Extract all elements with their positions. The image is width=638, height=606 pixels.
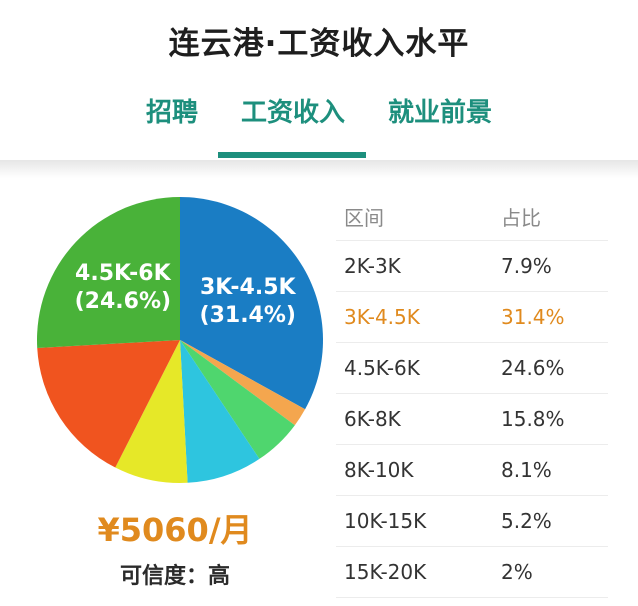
pie-slice-10k-15k	[180, 340, 295, 459]
header-shadow	[0, 160, 638, 178]
table-row: 2K-3K 7.9%	[336, 241, 608, 292]
table-row: 6K-8K 15.8%	[336, 394, 608, 445]
tab-bar: 招聘 工资收入 就业前景	[0, 92, 638, 160]
share-cell: 2%	[501, 560, 533, 584]
table-row-highlighted: 3K-4.5K 31.4%	[336, 292, 608, 343]
header-range: 区间	[344, 206, 384, 230]
range-cell: 10K-15K	[344, 509, 427, 533]
tab-salary[interactable]: 工资收入	[240, 98, 345, 128]
confidence-label: 可信度：高	[119, 564, 230, 589]
active-tab-indicator	[218, 152, 366, 158]
average-salary: ¥5060/月	[97, 511, 253, 549]
pie-slice-label: 4.5K-6K	[75, 261, 172, 286]
table-row: 8K-10K 8.1%	[336, 445, 608, 496]
pie-slice-percent: (24.6%)	[75, 289, 171, 314]
tab-recruitment[interactable]: 招聘	[145, 98, 198, 128]
share-cell: 15.8%	[501, 407, 565, 431]
range-cell: 8K-10K	[344, 458, 414, 482]
share-cell: 24.6%	[501, 356, 565, 380]
pie-slice-8k-10k	[180, 340, 260, 483]
table-row: 10K-15K 5.2%	[336, 496, 608, 547]
pie-slice-15k-20k	[180, 340, 306, 426]
salary-distribution-table: 区间 占比 2K-3K 7.9% 3K-4.5K 31.4% 4.5K-6K 2…	[336, 188, 608, 598]
table-row: 4.5K-6K 24.6%	[336, 343, 608, 394]
range-cell: 15K-20K	[344, 560, 427, 584]
pie-slice-4.5k-6k	[36, 197, 180, 349]
header: 连云港·工资收入水平 招聘 工资收入 就业前景	[0, 0, 638, 160]
range-cell: 4.5K-6K	[344, 356, 420, 380]
range-cell: 2K-3K	[344, 254, 401, 278]
page-title: 连云港·工资收入水平	[168, 26, 470, 62]
header-share: 占比	[501, 206, 541, 230]
tab-prospects[interactable]: 就业前景	[387, 98, 492, 128]
pie-slice-3k-4.5k	[180, 197, 323, 410]
pie-slice-label: 3K-4.5K	[200, 275, 297, 300]
pie-slice-2k-3k	[115, 340, 188, 483]
table-row: 15K-20K 2%	[336, 547, 608, 598]
salary-pie-chart: 3K-4.5K (31.4%) 4.5K-6K (24.6%)	[30, 190, 330, 490]
pie-slice-percent: (31.4%)	[200, 303, 296, 328]
share-cell: 5.2%	[501, 509, 552, 533]
table-header-row: 区间 占比	[336, 188, 608, 241]
range-cell: 6K-8K	[344, 407, 401, 431]
share-cell: 7.9%	[501, 254, 552, 278]
share-cell: 31.4%	[501, 305, 565, 329]
pie-svg: 3K-4.5K (31.4%) 4.5K-6K (24.6%)	[36, 197, 323, 483]
range-cell: 3K-4.5K	[344, 305, 420, 329]
share-cell: 8.1%	[501, 458, 552, 482]
pie-slice-6k-8k	[37, 340, 180, 468]
